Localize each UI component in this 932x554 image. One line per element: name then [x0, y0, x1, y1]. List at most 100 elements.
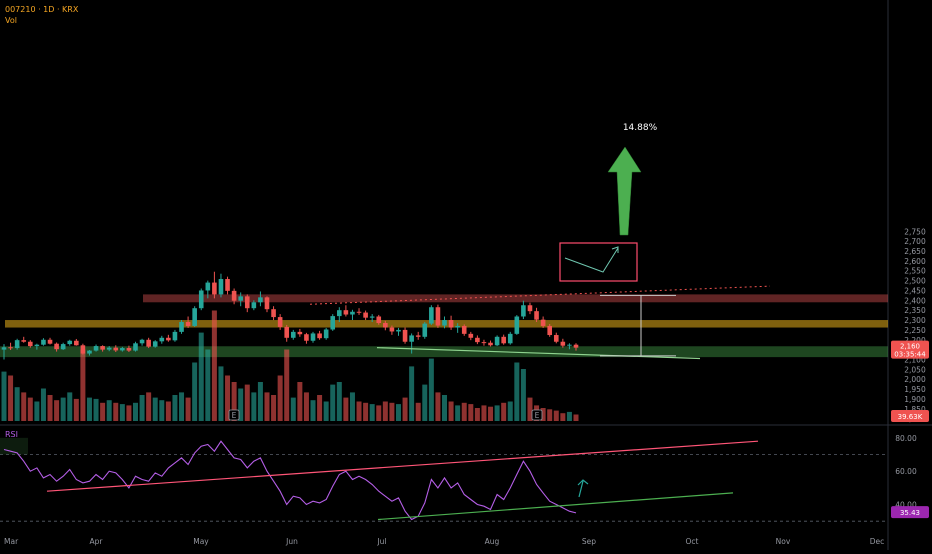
rsi-indicator-label: RSI: [5, 430, 18, 439]
candle-body: [225, 279, 230, 291]
price-tick-label: 2,700: [904, 237, 926, 246]
volume-bar: [119, 404, 125, 421]
candle-body: [402, 329, 408, 342]
resistance-zone: [143, 294, 888, 303]
volume-bar: [330, 384, 336, 421]
volume-bar: [303, 392, 309, 421]
volume-bar: [501, 402, 507, 421]
volume-bar: [488, 406, 494, 421]
candle-body: [455, 325, 460, 328]
volume-bar: [211, 310, 217, 421]
volume-bar: [310, 400, 316, 421]
support-trendline: [376, 347, 701, 360]
candle-body: [323, 329, 329, 339]
volume-bar: [225, 375, 231, 421]
volume-bar: [14, 387, 20, 421]
candle-body: [284, 326, 290, 338]
candle-body: [27, 341, 33, 347]
volume-bar: [54, 400, 60, 421]
volume-bar: [113, 402, 119, 421]
candle-body: [106, 347, 112, 350]
price-tick-label: 2,300: [904, 316, 926, 325]
volume-bar: [271, 395, 277, 421]
price-tick-label: 2,500: [904, 277, 926, 286]
candle-body: [501, 336, 506, 344]
percent-change-label: 14.88%: [623, 123, 658, 133]
candle-body: [218, 279, 224, 295]
price-tick-label: 2,250: [904, 326, 926, 335]
candle-body: [21, 340, 27, 342]
volume-bar: [415, 402, 421, 421]
volume-bar: [73, 398, 79, 421]
price-tick-label: 2,350: [904, 306, 926, 315]
volume-bar: [231, 382, 237, 421]
time-tick-label: Sep: [582, 537, 596, 546]
candle-body: [258, 297, 263, 303]
rsi-up-arrow-head: [577, 479, 589, 486]
candle-body: [494, 336, 500, 346]
volume-bar: [468, 404, 474, 421]
candle-body: [47, 339, 53, 344]
volume-bar: [290, 397, 296, 421]
candle-body: [205, 282, 211, 291]
volume-indicator-label: Vol: [5, 16, 17, 25]
volume-bar: [422, 384, 428, 421]
candle-body: [461, 325, 467, 334]
time-tick-label: Jun: [285, 537, 298, 546]
candle-body: [415, 335, 421, 337]
volume-tag-value: 39.63K: [898, 413, 923, 421]
volume-bar: [507, 401, 513, 421]
rsi-value-tag: [891, 506, 929, 519]
candle-body: [317, 333, 322, 339]
candle-body: [567, 344, 572, 346]
volume-bar: [369, 404, 375, 421]
candle-body: [87, 350, 92, 354]
candle-body: [468, 333, 474, 338]
volume-bar: [474, 408, 480, 421]
volume-bar: [179, 392, 185, 421]
rsi-tick-label: 80.00: [895, 434, 917, 443]
focus-box: [559, 242, 638, 282]
volume-bar: [67, 392, 73, 421]
candle-body: [573, 344, 579, 348]
earnings-marker-label: E: [535, 411, 540, 420]
volume-bar: [448, 401, 454, 421]
rsi-up-arrow-shaft: [578, 480, 584, 498]
candle-body: [14, 340, 20, 349]
volume-bar: [435, 392, 441, 421]
candle-body: [212, 282, 217, 295]
candle-body: [422, 323, 428, 337]
time-tick-label: Mar: [4, 537, 19, 546]
volume-bar: [481, 405, 487, 421]
candle-body: [389, 327, 395, 332]
volume-bar: [132, 402, 138, 421]
candle-body: [475, 337, 480, 343]
price-tick-label: 2,400: [904, 296, 926, 305]
candle-body: [356, 311, 362, 313]
candle-body: [172, 331, 178, 341]
candle-body: [350, 311, 355, 315]
volume-bar: [442, 395, 448, 421]
candle-body: [376, 316, 382, 323]
volume-bar: [284, 349, 290, 421]
candle-body: [67, 340, 73, 345]
volume-bar: [540, 408, 546, 421]
price-tick-label: 2,000: [904, 375, 926, 384]
volume-bar: [317, 395, 323, 421]
volume-bar: [165, 401, 171, 421]
volume-bar: [527, 397, 533, 421]
candle-body: [271, 309, 276, 318]
volume-bar: [172, 395, 178, 421]
volume-bar: [356, 401, 362, 421]
time-tick-label: Nov: [776, 537, 791, 546]
volume-bar: [566, 411, 572, 421]
time-tick-label: Apr: [90, 537, 104, 546]
price-tick-label: 2,200: [904, 336, 926, 345]
volume-bar: [251, 392, 257, 421]
candle-body: [448, 320, 454, 328]
volume-bar: [159, 400, 165, 421]
candle-body: [442, 320, 447, 326]
candle-body: [54, 343, 59, 350]
